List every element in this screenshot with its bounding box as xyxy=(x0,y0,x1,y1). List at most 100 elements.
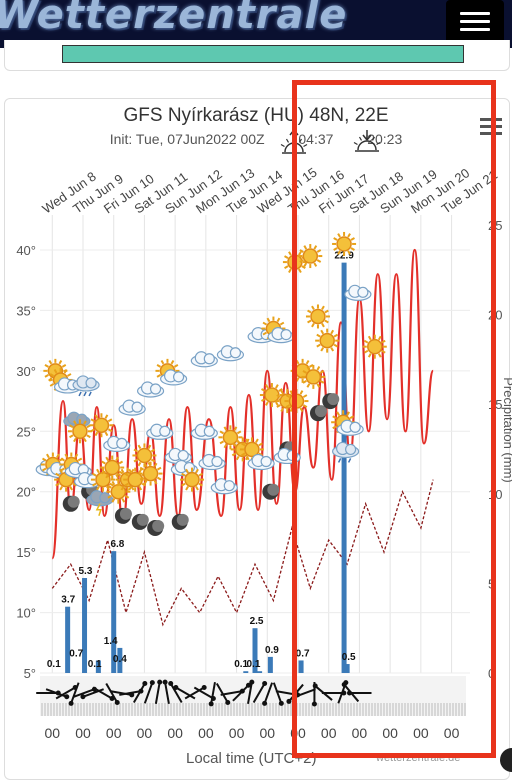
weather-condition-icon xyxy=(315,328,340,353)
precip-bar xyxy=(65,606,71,673)
sun-ray xyxy=(86,434,91,439)
sun-ray xyxy=(377,353,382,358)
weather-condition-icon xyxy=(190,351,218,368)
sun-ray xyxy=(42,467,47,472)
hamburger-menu-button[interactable] xyxy=(446,0,504,44)
weather-condition-icon xyxy=(216,345,245,362)
cloud-puff xyxy=(131,401,143,413)
y-left-tick-label: 30° xyxy=(16,364,36,379)
rain-drop xyxy=(88,391,92,397)
rain-drop xyxy=(83,391,87,397)
sunset-time: 20:23 xyxy=(367,131,403,147)
wind-arrow-icon xyxy=(169,682,183,704)
sun-disc xyxy=(264,387,280,403)
sun-ray xyxy=(128,486,133,491)
sun-ray xyxy=(69,434,74,439)
x-tick-label: 00 xyxy=(229,725,245,741)
precip-data-label: 0.1 xyxy=(234,659,248,670)
cloud-puff xyxy=(177,449,189,462)
sun-ray xyxy=(299,390,304,395)
cloud-puff xyxy=(345,443,357,456)
sun-ray xyxy=(133,448,139,453)
sun-ray xyxy=(63,369,68,374)
sun-ray xyxy=(303,245,308,250)
wind-arrow-icon xyxy=(215,682,229,704)
precip-data-label: 5.3 xyxy=(79,566,93,577)
sun-ray xyxy=(73,437,77,443)
sunset-icon-ray xyxy=(358,136,363,141)
sunrise-icon-ray xyxy=(285,138,290,143)
sun-ray xyxy=(347,233,351,238)
sun-ray xyxy=(330,347,335,352)
wind-arrow-head xyxy=(249,679,255,685)
lightning xyxy=(95,503,102,516)
precip-bar xyxy=(257,671,263,673)
wind-arrow-icon xyxy=(55,686,76,700)
sunrise-icon-ray xyxy=(298,138,303,143)
sun-ray xyxy=(92,482,97,487)
sun-ray xyxy=(233,426,238,431)
teal-banner[interactable] xyxy=(62,45,464,63)
wind-arrow-icon xyxy=(184,686,205,700)
precip-data-label: 0.1 xyxy=(88,659,102,670)
sun-ray xyxy=(262,331,268,336)
sun-ray xyxy=(83,420,87,425)
sun-ray xyxy=(337,233,341,238)
sun-disc xyxy=(184,471,200,488)
night-moon-icon-shade xyxy=(136,513,149,526)
night-moon-icon-shade xyxy=(327,393,340,406)
x-tick-label: 00 xyxy=(352,725,368,741)
sun-ray xyxy=(275,384,279,389)
sun-ray xyxy=(381,349,386,354)
precip-data-label: 6.8 xyxy=(110,539,124,550)
weather-condition-icon xyxy=(331,410,364,436)
cloud-puff xyxy=(260,455,272,468)
sun-ray xyxy=(367,335,372,341)
sun-ray xyxy=(381,339,386,344)
wind-arrow-head xyxy=(347,690,352,696)
sun-ray xyxy=(69,486,73,491)
sun-ray xyxy=(105,473,110,479)
sun-ray xyxy=(320,347,325,352)
sun-disc xyxy=(367,338,383,355)
sun-ray xyxy=(235,438,240,443)
precip-data-label: 1.4 xyxy=(104,636,118,647)
scroll-button[interactable] xyxy=(500,748,512,772)
sun-ray xyxy=(138,468,143,474)
sun-ray xyxy=(185,468,189,474)
x-tick-label: 00 xyxy=(444,725,460,741)
sun-ray xyxy=(56,453,60,459)
wind-arrow-icon xyxy=(175,686,196,700)
sun-ray xyxy=(58,359,63,365)
weather-condition-icon xyxy=(72,375,100,397)
weather-condition-icon xyxy=(190,423,218,440)
sun-ray xyxy=(301,265,306,269)
wind-arrow-head xyxy=(80,694,86,700)
sun-ray xyxy=(74,453,79,459)
sun-ray xyxy=(319,370,325,374)
sun-ray xyxy=(276,394,281,398)
sun-ray xyxy=(55,482,60,487)
init-text: Init: Tue, 07Jun2022 00Z xyxy=(109,131,265,147)
precip-data-label: 0.9 xyxy=(265,645,279,656)
sun-ray xyxy=(143,462,148,468)
wind-arrow-head xyxy=(64,694,70,700)
sun-ray xyxy=(46,453,50,459)
hamburger-menu-icon-bar xyxy=(460,28,490,31)
sun-ray xyxy=(350,247,355,251)
chart-subtitle: Init: Tue, 07Jun2022 00Z 04:37 20:23 xyxy=(0,131,512,147)
sun-ray xyxy=(53,369,58,374)
sun-ray xyxy=(307,309,312,314)
wind-arrow-icon xyxy=(193,686,214,700)
wind-arrow-head xyxy=(312,683,318,689)
sun-ray xyxy=(316,383,321,388)
sun-ray xyxy=(104,431,109,437)
sun-ray xyxy=(44,373,49,378)
sun-ray xyxy=(116,482,122,487)
sun-ray xyxy=(298,251,302,256)
sun-ray xyxy=(333,333,339,338)
sun-ray xyxy=(311,305,315,311)
sun-ray xyxy=(316,343,321,348)
site-logo[interactable]: Wetterzentrale xyxy=(0,0,348,38)
sun-ray xyxy=(319,380,325,384)
